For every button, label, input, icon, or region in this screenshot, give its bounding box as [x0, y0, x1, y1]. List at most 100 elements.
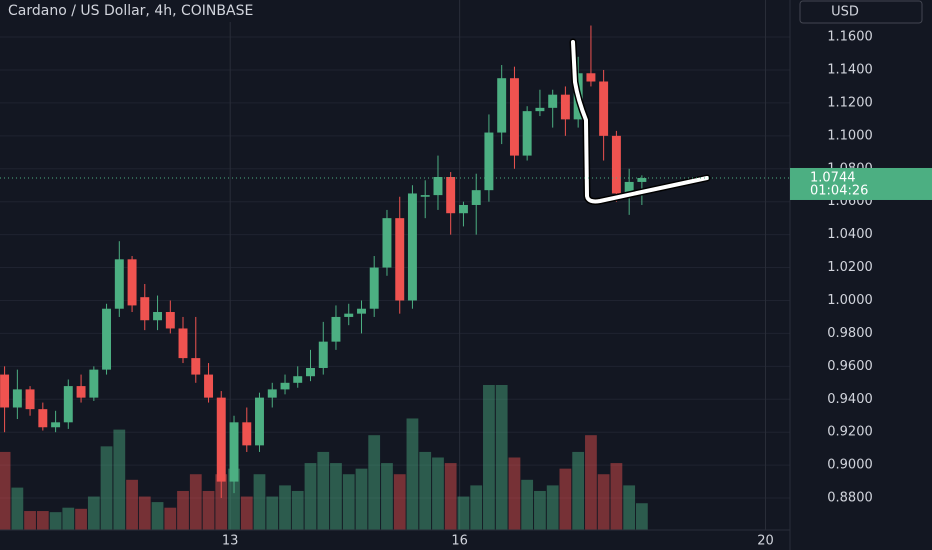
candle-body — [102, 308, 112, 370]
volume-bar — [406, 418, 419, 530]
volume-bar — [597, 474, 610, 530]
candle-body — [127, 259, 137, 306]
volume-bar — [87, 496, 100, 530]
volume-bar — [266, 496, 279, 530]
candle-body — [599, 81, 609, 136]
volume-bar — [342, 474, 355, 530]
y-tick-label: 0.9600 — [827, 359, 873, 374]
volume-bar — [495, 385, 508, 530]
volume-bar — [610, 463, 623, 530]
volume-bar — [126, 479, 138, 530]
volume-bar — [215, 474, 228, 530]
volume-bar — [381, 463, 393, 530]
candle-body — [535, 107, 545, 112]
y-tick-label: 0.9400 — [827, 392, 873, 407]
countdown: 01:04:26 — [810, 183, 868, 198]
volume-bar — [483, 385, 495, 530]
volume-bar — [304, 463, 317, 530]
y-tick-label: 1.0400 — [827, 227, 873, 242]
volume-bar — [151, 502, 164, 530]
volume-bar — [0, 451, 11, 530]
candle-body — [560, 94, 570, 120]
candle-body — [140, 297, 150, 321]
candle-body — [637, 177, 647, 182]
candle-body — [293, 376, 303, 383]
volume-bar — [368, 435, 381, 530]
volume-bar — [572, 451, 585, 530]
grid — [0, 0, 790, 530]
volume-bar — [138, 496, 151, 530]
candle-body — [191, 358, 201, 375]
volume-bar — [355, 468, 368, 530]
currency-box[interactable] — [799, 0, 923, 24]
candle-body — [407, 193, 417, 301]
volume-bar — [623, 485, 636, 530]
volume-bar — [635, 503, 648, 530]
candle-body — [446, 176, 456, 214]
x-tick-label: 16 — [451, 534, 468, 549]
x-tick-label: 13 — [222, 534, 239, 549]
candle-body — [624, 181, 634, 194]
volume-bar — [164, 507, 177, 530]
candle-body — [51, 422, 61, 428]
candle-body — [331, 316, 341, 342]
volume-bar — [240, 496, 253, 530]
y-tick-label: 0.9200 — [827, 425, 873, 440]
candle-body — [522, 111, 532, 156]
candle-body — [12, 389, 22, 408]
volume-bar — [317, 451, 330, 530]
candle-body — [318, 341, 328, 368]
candle-body — [471, 190, 481, 205]
y-tick-label: 1.1200 — [827, 95, 873, 110]
candle-body — [433, 176, 443, 196]
volume-bar — [470, 485, 483, 530]
y-tick-label: 1.1000 — [827, 128, 873, 143]
volume-bar — [291, 490, 304, 530]
volume-bar — [444, 463, 457, 530]
volume-bar — [393, 474, 406, 530]
candle-body — [611, 135, 621, 194]
candle-body — [420, 195, 430, 197]
axes: 0.8800 0.9000 0.9200 0.9400 0.9600 0.9800 1.00… — [0, 30, 932, 549]
volume-bar — [521, 479, 534, 530]
candle-body — [38, 409, 48, 428]
candle-body — [280, 382, 290, 390]
last-price-label: 1.0744 — [810, 170, 856, 185]
volume-bar — [202, 490, 215, 530]
volume-bar — [75, 508, 87, 530]
volume-bar — [279, 485, 291, 530]
volume-bar — [559, 468, 572, 530]
y-tick-label: 0.8800 — [827, 491, 873, 506]
volume-bar — [228, 468, 240, 530]
candle-body — [548, 94, 558, 108]
drawing — [571, 40, 709, 204]
candle-body — [89, 369, 99, 398]
y-tick-label: 1.0000 — [827, 293, 873, 308]
x-tick-label: 20 — [757, 534, 774, 549]
candle-body — [382, 218, 392, 268]
candle-body — [229, 422, 239, 482]
volume-bar — [546, 485, 559, 530]
candle-body — [458, 204, 468, 214]
chart-title: Cardano / US Dollar, 4h, COINBASE — [8, 3, 253, 19]
volume-bar — [177, 490, 189, 530]
candle-body — [344, 313, 354, 317]
candle-body — [497, 78, 507, 133]
candle-body — [153, 312, 163, 321]
volume-bar — [36, 511, 49, 530]
candle-body — [178, 328, 188, 359]
volume-bar — [62, 507, 75, 530]
volume-bar — [189, 474, 202, 530]
volume-bar — [534, 490, 546, 530]
candle-body — [255, 397, 264, 446]
y-tick-label: 0.9800 — [827, 326, 873, 341]
volume-bar — [330, 463, 342, 530]
candle-body — [204, 374, 214, 398]
volume-bar — [432, 457, 444, 530]
volume-bar — [253, 474, 266, 530]
candle-body — [0, 374, 10, 408]
candle-body — [267, 389, 277, 398]
volume-bar — [24, 511, 36, 530]
